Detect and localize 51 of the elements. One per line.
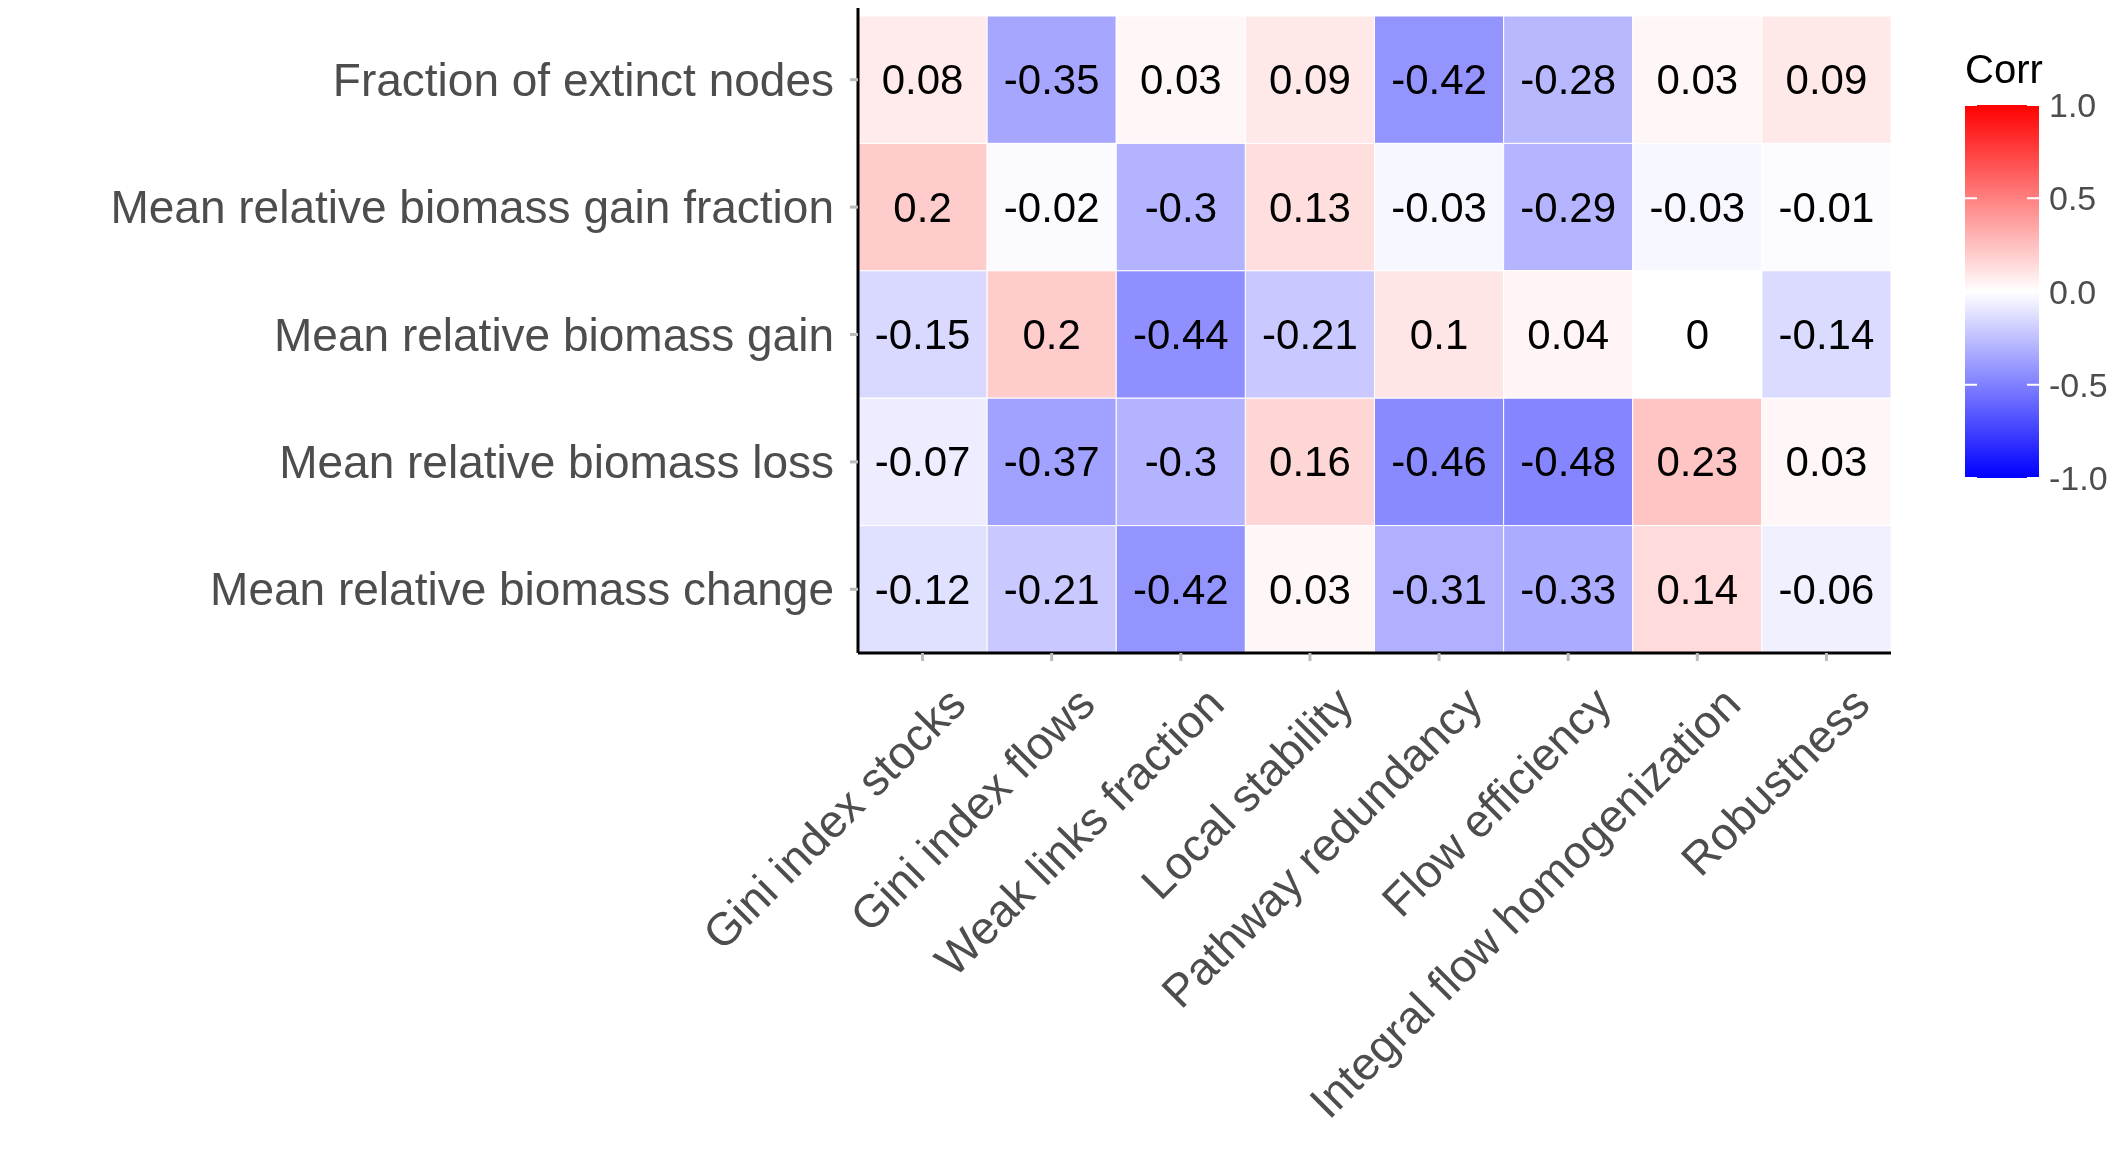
data-label: 0.09 <box>1269 56 1351 104</box>
data-label: -0.03 <box>1649 183 1746 231</box>
data-label: -0.42 <box>1132 565 1229 613</box>
data-label: -0.46 <box>1391 438 1487 486</box>
data-label: 0.14 <box>1656 565 1739 613</box>
data-label: -0.29 <box>1520 183 1617 231</box>
data-label: -0.33 <box>1520 565 1617 613</box>
data-label: -0.07 <box>874 438 971 486</box>
y-tick-label: Mean relative biomass gain <box>274 308 834 361</box>
color-bar-label: -1.0 <box>2049 459 2108 497</box>
data-label: 0.1 <box>1409 311 1469 358</box>
data-label: -0.3 <box>1144 183 1217 231</box>
data-label: -0.28 <box>1520 56 1617 104</box>
data-label: 0.16 <box>1269 438 1351 486</box>
data-label: -0.06 <box>1778 565 1875 613</box>
data-label: -0.12 <box>874 565 971 613</box>
data-label: -0.42 <box>1391 56 1487 104</box>
data-label: -0.21 <box>1003 565 1100 613</box>
data-label: 0.03 <box>1139 56 1222 104</box>
data-label: -0.21 <box>1262 311 1358 358</box>
y-tick-label: Fraction of extinct nodes <box>332 53 834 106</box>
color-bar-label: -0.5 <box>2049 365 2108 404</box>
data-label: -0.44 <box>1132 311 1229 358</box>
data-label: 0.2 <box>1022 311 1081 358</box>
y-tick-label: Mean relative biomass change <box>210 563 834 616</box>
data-label: -0.14 <box>1778 311 1875 358</box>
color-bar-label: 0.5 <box>2049 179 2097 218</box>
data-label: 0.03 <box>1269 565 1351 613</box>
y-tick-label: Mean relative biomass gain fraction <box>110 181 834 234</box>
data-label: 0.2 <box>893 183 952 231</box>
data-label: -0.31 <box>1391 565 1487 613</box>
data-label: 0.23 <box>1656 438 1739 486</box>
data-label: 0.08 <box>881 56 964 104</box>
y-tick-label: Mean relative biomass loss <box>279 435 834 488</box>
data-label: 0.09 <box>1785 56 1868 104</box>
data-label: -0.37 <box>1003 438 1100 486</box>
data-label: 0.13 <box>1269 183 1351 231</box>
color-bar-label: 0.0 <box>2049 272 2097 311</box>
data-label: 0 <box>1685 311 1709 358</box>
data-label: -0.48 <box>1520 438 1617 486</box>
data-label: -0.35 <box>1003 56 1100 104</box>
data-label: 0.04 <box>1527 311 1610 358</box>
data-label: -0.01 <box>1778 183 1875 231</box>
color-bar-title: Corr <box>1965 47 2043 91</box>
data-label: -0.03 <box>1391 183 1487 231</box>
data-label: -0.02 <box>1003 183 1100 231</box>
data-label: 0.03 <box>1785 438 1868 486</box>
data-label: -0.15 <box>874 311 971 358</box>
data-label: 0.03 <box>1656 56 1739 104</box>
data-label: -0.3 <box>1144 438 1217 486</box>
color-bar-label: 1.0 <box>2049 86 2097 124</box>
